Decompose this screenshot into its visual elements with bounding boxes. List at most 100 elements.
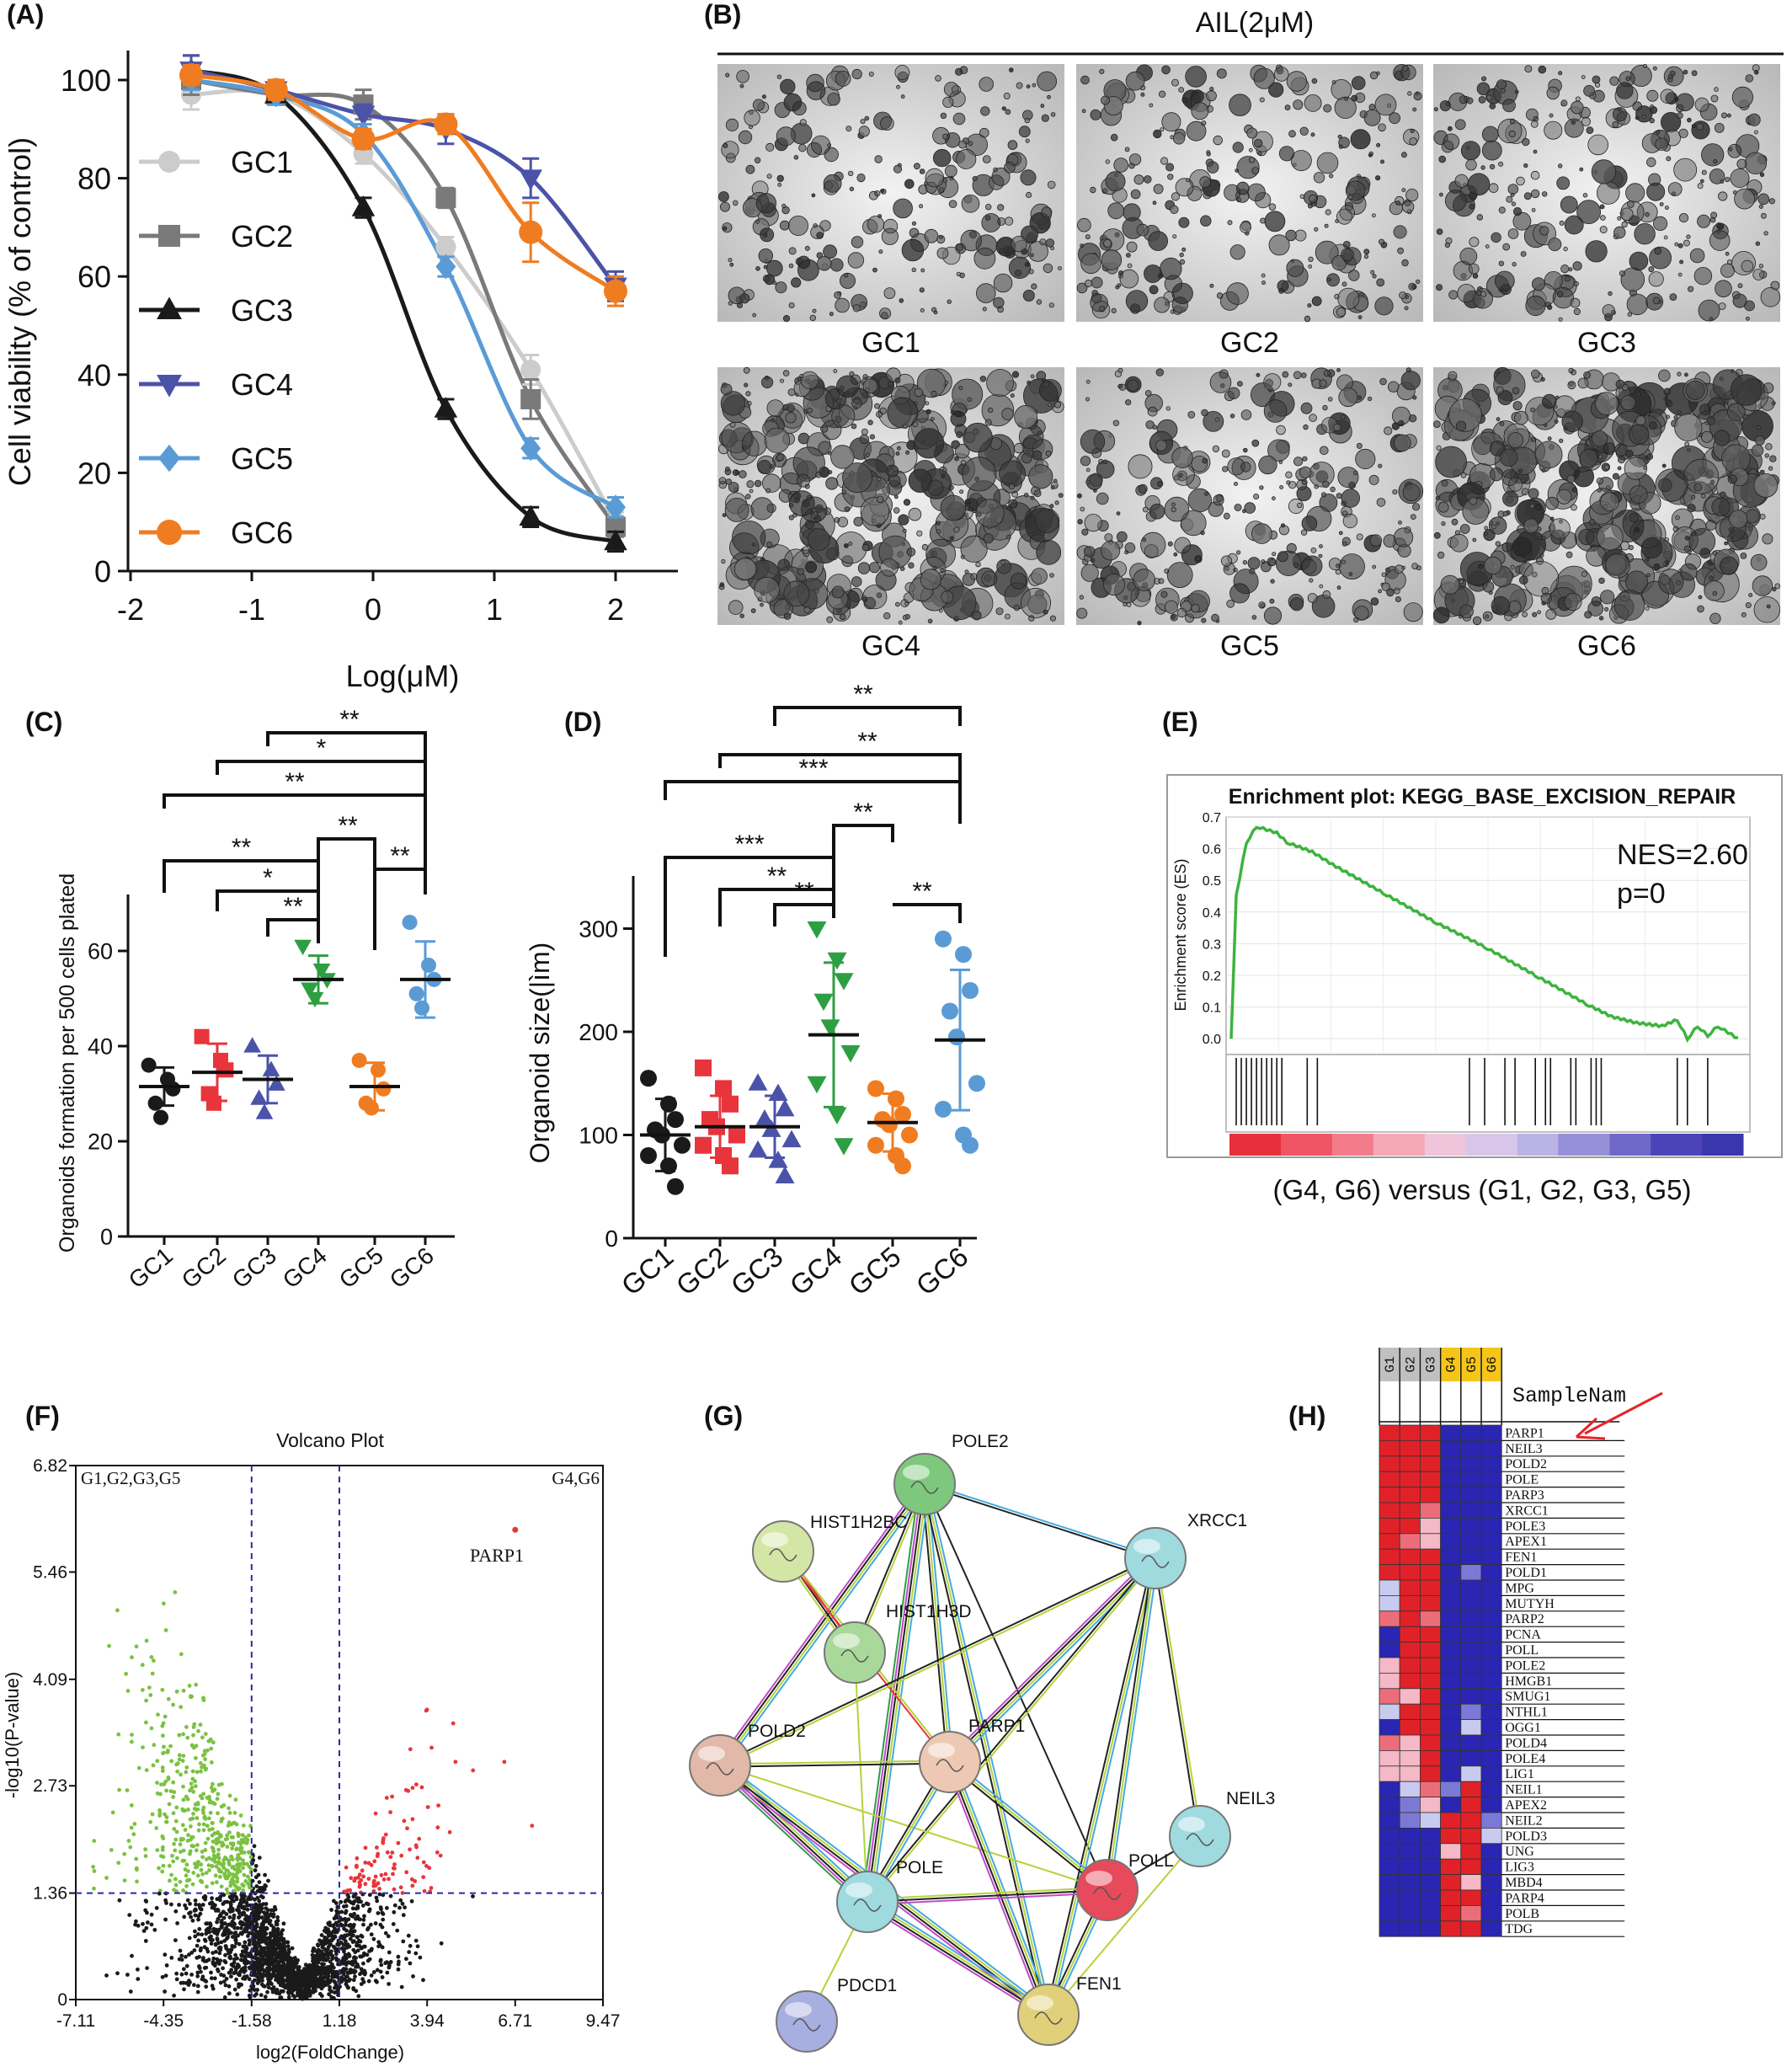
- panel-f-gene-point: [319, 1986, 324, 1991]
- panel-f-gene-point: [211, 1853, 216, 1858]
- panel-b-organoid: [1081, 109, 1086, 114]
- panel-b-organoid: [1598, 616, 1604, 621]
- panel-f-gene-point: [388, 1810, 392, 1815]
- panel-b-organoid: [914, 387, 923, 398]
- panel-f-gene-point: [166, 1696, 171, 1701]
- panel-b-organoid: [1496, 79, 1507, 90]
- panel-f-gene-point: [331, 1965, 336, 1970]
- panel-d-significance-label: **: [767, 862, 787, 890]
- panel-b-organoid: [1309, 194, 1318, 204]
- panel-b-organoid: [1286, 71, 1308, 92]
- panel-f-gene-point: [401, 1939, 406, 1944]
- panel-f-gene-point: [203, 1939, 208, 1943]
- panel-b-organoid: [975, 499, 1005, 528]
- panel-f-gene-point: [419, 1785, 424, 1790]
- panel-c-point-gc2: [218, 1062, 234, 1078]
- panel-b-organoid: [960, 535, 988, 563]
- panel-b-organoid: [1357, 315, 1363, 320]
- panel-c-significance-bracket: [163, 793, 427, 884]
- panel-b-organoid: [1276, 64, 1283, 72]
- panel-b-organoid: [1288, 481, 1297, 489]
- panel-b-title: AIL(2μM): [1196, 7, 1315, 39]
- panel-b-organoid: [852, 304, 861, 312]
- panel-b-organoid: [1216, 292, 1224, 299]
- panel-b-organoid: [1741, 611, 1747, 617]
- panel-b-organoid: [1524, 65, 1533, 73]
- panel-b-organoid: [984, 203, 992, 211]
- panel-b-organoid: [1047, 180, 1056, 190]
- panel-c-x-tick-label: GC3: [227, 1242, 281, 1294]
- panel-b-organoid: [1244, 502, 1256, 514]
- panel-b-organoid: [1635, 415, 1646, 426]
- panel-f-gene-point: [252, 1988, 257, 1992]
- panel-b-organoid: [1249, 568, 1256, 574]
- panel-b-organoid: [1755, 241, 1760, 246]
- panel-b-organoid: [1481, 76, 1487, 82]
- panel-b-organoid: [1171, 502, 1176, 507]
- panel-b-organoid: [1099, 68, 1105, 75]
- panel-b-organoid: [1222, 466, 1229, 473]
- panel-f-gene-point: [141, 1745, 145, 1750]
- panel-f-gene-point: [181, 1784, 185, 1789]
- panel-f-gene-point: [228, 1841, 233, 1846]
- panel-b-organoid: [1688, 286, 1694, 292]
- panel-d-point-gc4: [807, 921, 827, 939]
- panel-label-e: (E): [1162, 707, 1198, 737]
- panel-b-organoid: [809, 314, 816, 322]
- panel-b-organoid: [1548, 238, 1562, 252]
- panel-e-rank-bar-segment: [1455, 1134, 1467, 1156]
- panel-f-gene-point: [193, 1784, 198, 1789]
- panel-b-organoid: [1080, 563, 1099, 582]
- panel-b-organoid: [1460, 141, 1481, 161]
- panel-f-gene-point: [136, 1967, 140, 1972]
- panel-b-organoid: [860, 119, 866, 125]
- panel-f-gene-point: [385, 1970, 390, 1975]
- panel-b-organoid: [827, 93, 840, 106]
- panel-b-organoid: [864, 115, 870, 121]
- panel-b-organoid: [1460, 473, 1467, 478]
- panel-f-gene-point: [194, 1848, 199, 1853]
- panel-b-organoid: [777, 182, 782, 187]
- panel-b-organoid: [1579, 167, 1584, 172]
- panel-b-organoid: [1512, 262, 1517, 267]
- panel-b-organoid: [806, 142, 823, 158]
- panel-b-organoid: [856, 174, 866, 183]
- panel-f-gene-point: [366, 1979, 371, 1984]
- panel-f-gene-point: [223, 1983, 228, 1988]
- panel-f-gene-point: [189, 1781, 194, 1786]
- panel-c-point-gc4: [306, 991, 324, 1008]
- panel-f-gene-point: [227, 1914, 232, 1920]
- panel-b-organoid: [1598, 577, 1605, 585]
- panel-f-gene-point: [502, 1760, 507, 1765]
- panel-f-gene-point: [173, 1818, 179, 1824]
- panel-b-organoid: [1448, 290, 1459, 300]
- panel-b-organoid: [955, 67, 963, 76]
- panel-b-organoid: [1125, 71, 1145, 91]
- panel-b-organoid: [1468, 263, 1480, 275]
- panel-f-gene-point: [383, 1872, 388, 1877]
- panel-b-organoid: [1497, 118, 1523, 144]
- panel-a-legend-marker: [157, 374, 182, 398]
- panel-c-x-tick-label: GC4: [278, 1242, 332, 1294]
- panel-b-organoid: [1302, 456, 1308, 462]
- panel-f-gene-point: [400, 1891, 405, 1895]
- panel-b-organoid: [1354, 606, 1369, 621]
- panel-b-organoid: [1165, 163, 1175, 172]
- panel-d-point-gc4: [840, 1045, 861, 1063]
- panel-f-gene-point: [227, 1862, 232, 1867]
- panel-b-organoid: [1123, 203, 1141, 222]
- panel-b-organoid: [906, 547, 916, 557]
- panel-b-organoid: [1369, 71, 1379, 80]
- panel-f-gene-point: [208, 1737, 213, 1742]
- panel-b-organoid: [1642, 64, 1647, 69]
- panel-b-organoid: [1626, 293, 1649, 316]
- panel-b-organoid: [914, 428, 945, 459]
- panel-b-organoid: [1342, 510, 1348, 516]
- panel-b-organoid: [1485, 244, 1490, 249]
- panel-b-organoid: [1604, 312, 1613, 322]
- panel-b-organoid: [1511, 201, 1517, 206]
- panel-b-organoid: [763, 264, 768, 270]
- panel-b-organoid: [1127, 379, 1139, 392]
- panel-b-organoid: [804, 245, 810, 251]
- panel-b-organoid: [1011, 235, 1027, 253]
